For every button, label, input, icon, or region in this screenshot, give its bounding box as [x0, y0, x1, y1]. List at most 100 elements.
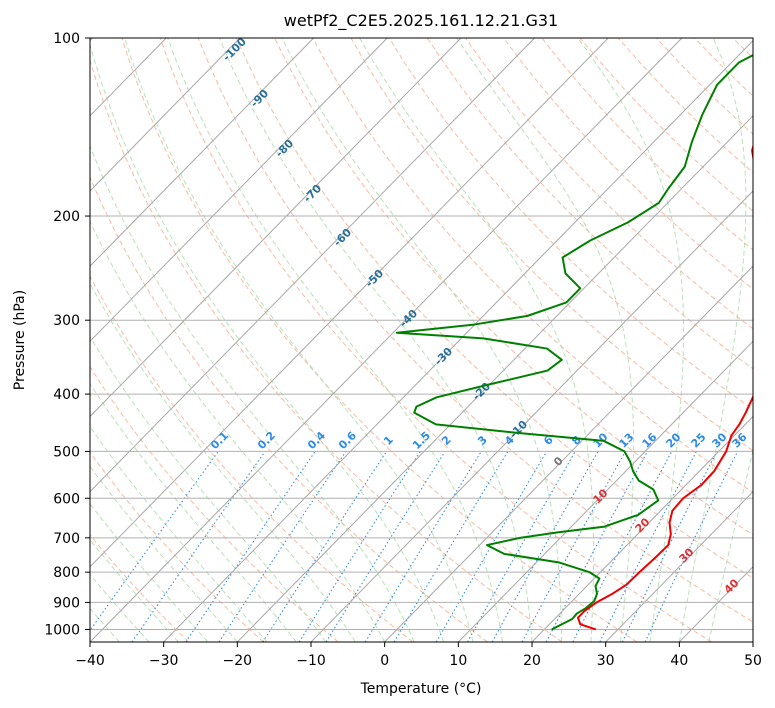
isotherm-line: [90, 38, 535, 493]
x-tick-label: 50: [744, 653, 762, 669]
dry-adiabat-line: [90, 176, 488, 642]
dry-adiabat-line: [503, 38, 753, 290]
dry-adiabat-line: [121, 38, 638, 642]
y-axis-label: Pressure (hPa): [12, 290, 28, 390]
mixing-ratio-label: 1.5: [410, 429, 433, 452]
background-lines: [90, 38, 775, 642]
mixing-ratio-line: [90, 451, 219, 632]
x-tick-label: 0: [380, 653, 389, 669]
plot-frame: [89, 37, 754, 643]
y-tick-label: 500: [53, 444, 80, 460]
dry-adiabat-line: [312, 38, 753, 493]
mixing-ratio-label: 0.6: [336, 429, 359, 452]
isotherm-line: [90, 38, 314, 267]
moist-adiabat-line: [90, 42, 445, 642]
dry-adiabat-line: [90, 58, 563, 642]
mixing-ratio-line: [364, 451, 482, 642]
mixing-ratio-line: [599, 451, 697, 642]
isotherm-line: [752, 641, 753, 642]
moist-adiabat-line: [90, 144, 415, 642]
moist-adiabat-line: [167, 38, 504, 642]
moist-adiabat-line: [218, 38, 533, 642]
mixing-ratio-label: 25: [689, 431, 709, 451]
isotherm-line: [90, 38, 388, 343]
mixing-ratio-line: [467, 451, 576, 642]
x-tick-label: −20: [223, 653, 253, 669]
temperature-profile-line: [576, 143, 753, 631]
mixing-ratio-label: 8: [569, 433, 584, 448]
moist-adiabat-line: [281, 38, 562, 642]
isotherm-line: [384, 265, 753, 642]
isotherm-line: [531, 415, 753, 642]
mixing-ratio-label: 16: [640, 430, 660, 450]
dry-adiabat-label: 20: [633, 515, 653, 535]
mixing-ratio-label: 1: [381, 433, 396, 448]
isotherm-line: [90, 38, 683, 642]
isotherm-line: [236, 115, 753, 642]
moist-adiabat-label: -80: [273, 137, 296, 160]
mixing-ratio-line: [298, 451, 421, 642]
dry-adiabat-line: [197, 38, 753, 623]
mixing-ratio-label: 2: [439, 433, 454, 448]
moist-adiabat-label: -40: [397, 307, 420, 330]
y-tick-label: 900: [53, 595, 80, 611]
dry-adiabat-line: [694, 38, 753, 97]
moist-adiabat-line: [678, 38, 747, 642]
isotherm-line: [310, 190, 753, 642]
isotherm-line: [457, 340, 753, 642]
x-tick-label: 40: [670, 653, 688, 669]
moist-adiabat-line: [708, 448, 753, 642]
y-axis: 100 200 300 400 500 600 700 800 900 1000: [44, 31, 90, 638]
moist-adiabat-line: [359, 38, 595, 642]
moist-adiabat-line: [90, 282, 356, 642]
x-tick-label: 10: [449, 653, 467, 669]
isotherm-line: [90, 38, 609, 568]
moist-adiabat-line: [577, 38, 685, 642]
y-tick-label: 800: [53, 565, 80, 581]
mixing-ratio-line: [262, 451, 388, 642]
moist-adiabat-line: [90, 465, 238, 642]
mixing-ratio-line: [572, 451, 673, 642]
mixing-ratio-label: 0.2: [255, 429, 278, 452]
dry-adiabat-line: [426, 38, 753, 370]
moist-adiabat-line: [90, 382, 297, 642]
y-tick-label: 400: [53, 387, 80, 403]
dry-adiabat-line: [656, 38, 753, 135]
y-tick-label: 100: [53, 31, 80, 47]
x-tick-label: −40: [75, 653, 105, 669]
dry-adiabat-label: 40: [722, 576, 742, 596]
dry-adiabat-line: [90, 534, 190, 642]
moist-adiabat-label: -100: [220, 35, 249, 64]
mixing-ratio-label: 20: [664, 430, 684, 450]
moist-adiabat-line: [456, 38, 635, 642]
x-axis-label: Temperature (°C): [360, 681, 482, 697]
moist-adiabat-label: -70: [301, 182, 324, 205]
moist-adiabat-label: -60: [331, 226, 354, 249]
moist-adiabat-label: 0: [551, 454, 566, 469]
dry-adiabat-line: [388, 38, 753, 411]
mixing-ratio-line: [621, 451, 718, 642]
moist-adiabat-line: [90, 573, 150, 642]
isotherm-line: [678, 566, 753, 642]
y-tick-label: 700: [53, 531, 80, 547]
moist-adiabat-label: -90: [248, 87, 271, 110]
dry-adiabat-line: [159, 38, 712, 642]
dry-adiabat-line: [90, 451, 264, 642]
dry-adiabat-line: [90, 365, 339, 642]
isotherm-line: [163, 39, 753, 642]
mixing-ratio-line: [131, 451, 266, 642]
y-tick-label: 200: [53, 209, 80, 225]
sounding-profiles: [395, 53, 753, 631]
x-tick-label: −10: [296, 653, 326, 669]
moist-adiabat-line: [90, 425, 268, 642]
isotherm-line: [605, 490, 753, 642]
mixing-ratio-line: [545, 451, 648, 642]
dry-adiabat-line: [771, 38, 775, 642]
y-tick-label: 1000: [44, 622, 80, 638]
x-tick-label: 20: [523, 653, 541, 669]
dry-adiabat-line: [732, 38, 753, 59]
mixing-ratio-label: 0.1: [208, 429, 231, 452]
mixing-ratio-line: [325, 451, 446, 642]
x-axis: −40 −30 −20 −10 0 10 20 30 40 50: [75, 642, 762, 669]
